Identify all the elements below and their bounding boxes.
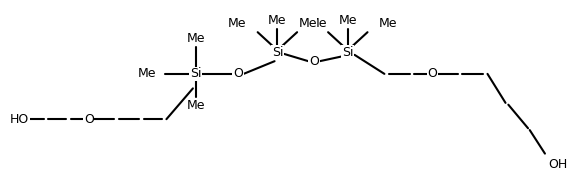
Text: Me: Me: [228, 17, 247, 30]
Text: OH: OH: [548, 158, 567, 171]
Text: Me: Me: [379, 17, 398, 30]
Text: Si: Si: [342, 46, 353, 59]
Text: Me: Me: [339, 14, 357, 27]
Text: O: O: [427, 67, 437, 80]
Text: Si: Si: [272, 46, 283, 59]
Text: Me: Me: [299, 17, 317, 30]
Text: O: O: [233, 67, 243, 80]
Text: Me: Me: [308, 17, 327, 30]
Text: HO: HO: [10, 113, 29, 126]
Text: Me: Me: [186, 99, 205, 112]
Text: O: O: [309, 55, 319, 68]
Text: Me: Me: [268, 14, 287, 27]
Text: O: O: [84, 113, 94, 126]
Text: Si: Si: [190, 67, 201, 80]
Text: Me: Me: [186, 32, 205, 45]
Text: Me: Me: [138, 67, 156, 80]
